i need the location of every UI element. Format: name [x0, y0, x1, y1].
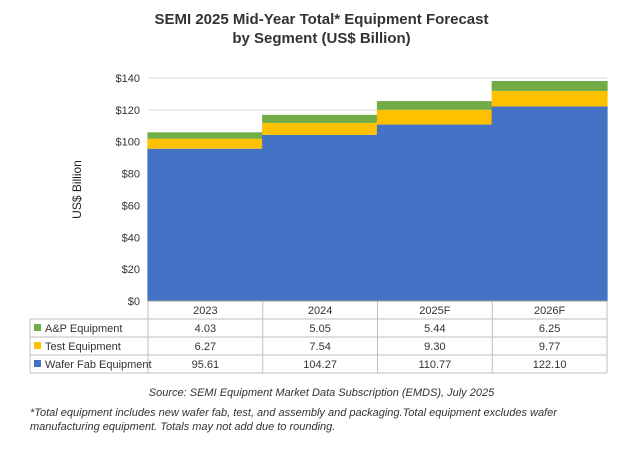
y-tick-label-4: $80 — [122, 169, 140, 181]
legend-label-wafer-fab-equipment: Wafer Fab Equipment — [45, 359, 152, 371]
bar-2026f-a-p-equipment — [491, 80, 608, 91]
data-label-a-p-equipment-2025f: 5.44 — [424, 323, 445, 335]
legend-label-a-p-equipment: A&P Equipment — [45, 323, 122, 335]
legend-swatch-wafer-fab-equipment — [34, 360, 41, 367]
y-tick-label-1: $20 — [122, 264, 140, 276]
x-tick-label-2: 2025F — [419, 305, 450, 317]
y-tick-label-0: $0 — [128, 296, 140, 308]
x-tick-label-3: 2026F — [534, 305, 565, 317]
data-label-a-p-equipment-2023: 4.03 — [195, 323, 216, 335]
y-tick-label-7: $140 — [116, 73, 140, 85]
y-tick-label-3: $60 — [122, 200, 140, 212]
footnote-line-1: *Total equipment includes new wafer fab,… — [30, 407, 557, 419]
y-tick-label-6: $120 — [116, 105, 140, 117]
bar-2023-a-p-equipment — [147, 132, 264, 139]
bar-2024-test-equipment — [262, 122, 379, 135]
data-label-a-p-equipment-2026f: 6.25 — [539, 323, 560, 335]
bar-2023-wafer-fab-equipment — [147, 148, 264, 301]
legend-swatch-a-p-equipment — [34, 324, 41, 331]
data-label-wafer-fab-equipment-2026f: 122.10 — [533, 359, 567, 371]
y-axis-label: US$ Billion — [70, 160, 84, 219]
bar-2026f-wafer-fab-equipment — [491, 106, 608, 301]
source-note: Source: SEMI Equipment Market Data Subsc… — [148, 387, 495, 399]
y-tick-label-5: $100 — [116, 137, 140, 149]
data-label-test-equipment-2025f: 9.30 — [424, 341, 445, 353]
bar-2026f-test-equipment — [491, 90, 608, 107]
data-label-a-p-equipment-2024: 5.05 — [309, 323, 330, 335]
chart-title: SEMI 2025 Mid-Year Total* Equipment Fore… — [0, 10, 643, 48]
bar-2023-test-equipment — [147, 138, 264, 149]
bar-2024-wafer-fab-equipment — [262, 134, 379, 301]
legend-swatch-test-equipment — [34, 342, 41, 349]
x-tick-label-1: 2024 — [308, 305, 332, 317]
bar-2025f-wafer-fab-equipment — [376, 124, 493, 302]
bar-2024-a-p-equipment — [262, 114, 379, 123]
bar-2025f-a-p-equipment — [376, 101, 493, 110]
footnote-line-2: manufacturing equipment. Totals may not … — [30, 421, 336, 433]
footnote: *Total equipment includes new wafer fab,… — [30, 406, 630, 434]
data-label-test-equipment-2023: 6.27 — [195, 341, 216, 353]
data-label-wafer-fab-equipment-2024: 104.27 — [303, 359, 337, 371]
data-label-wafer-fab-equipment-2025f: 110.77 — [418, 359, 451, 371]
data-label-wafer-fab-equipment-2023: 95.61 — [192, 359, 220, 371]
chart-title-line-1: SEMI 2025 Mid-Year Total* Equipment Fore… — [154, 11, 489, 28]
data-label-test-equipment-2024: 7.54 — [309, 341, 330, 353]
bar-2025f-test-equipment — [376, 109, 493, 125]
legend-label-test-equipment: Test Equipment — [45, 341, 121, 353]
chart-title-line-2: by Segment (US$ Billion) — [232, 30, 411, 47]
x-tick-label-0: 2023 — [193, 305, 217, 317]
y-tick-label-2: $40 — [122, 232, 140, 244]
data-label-test-equipment-2026f: 9.77 — [539, 341, 560, 353]
